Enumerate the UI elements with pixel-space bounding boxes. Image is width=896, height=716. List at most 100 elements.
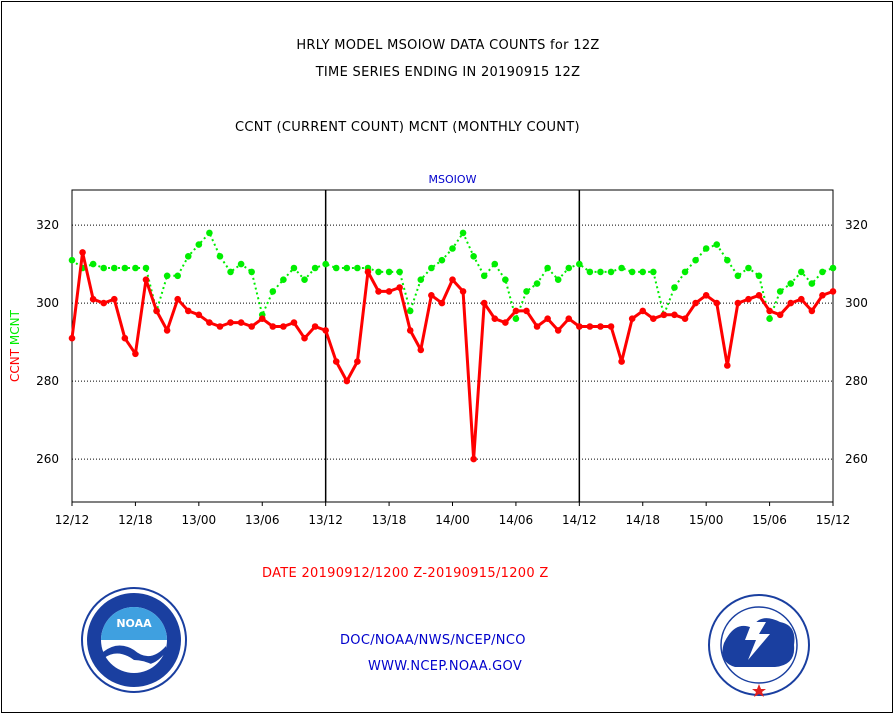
x-tick-label: 15/00 <box>689 513 724 527</box>
data-point-ccnt <box>628 315 636 323</box>
data-point-mcnt <box>280 276 287 284</box>
y-axis-label: CCNT MCNT <box>8 309 22 382</box>
data-point-ccnt <box>438 299 446 307</box>
data-point-ccnt <box>491 315 499 323</box>
data-point-mcnt <box>89 260 97 268</box>
data-point-mcnt <box>618 264 625 272</box>
data-point-mcnt <box>428 264 435 272</box>
data-point-ccnt <box>280 323 287 330</box>
data-point-mcnt <box>343 264 351 272</box>
data-point-ccnt <box>797 295 805 303</box>
data-point-ccnt <box>692 299 699 307</box>
data-point-ccnt <box>660 311 668 319</box>
data-point-mcnt <box>248 268 255 276</box>
data-point-ccnt <box>766 307 773 315</box>
x-tick-label: 12/12 <box>55 513 90 527</box>
data-point-ccnt <box>459 288 467 295</box>
data-point-mcnt <box>206 229 213 237</box>
data-point-mcnt <box>692 256 699 264</box>
data-point-mcnt <box>237 260 245 268</box>
data-point-mcnt <box>734 272 742 280</box>
data-point-mcnt <box>713 241 721 248</box>
data-point-ccnt <box>576 323 583 330</box>
data-point-ccnt <box>195 311 203 319</box>
data-point-mcnt <box>301 276 308 284</box>
data-point-mcnt <box>819 268 826 276</box>
y-tick-label-left: 300 <box>36 296 59 310</box>
data-point-ccnt <box>639 307 647 315</box>
data-point-ccnt <box>142 276 150 284</box>
data-point-ccnt <box>480 299 488 307</box>
data-point-mcnt <box>808 280 816 287</box>
data-point-mcnt <box>449 245 456 252</box>
data-point-ccnt <box>755 292 763 299</box>
data-point-ccnt <box>734 299 742 307</box>
data-point-ccnt <box>597 323 604 330</box>
x-tick-label: 13/12 <box>308 513 343 527</box>
data-point-mcnt <box>385 268 393 276</box>
data-point-ccnt <box>470 455 477 463</box>
data-point-ccnt <box>745 295 752 303</box>
data-point-ccnt <box>829 288 837 295</box>
data-point-ccnt <box>406 327 414 334</box>
data-point-mcnt <box>227 268 234 276</box>
data-point-ccnt <box>216 323 224 330</box>
y-tick-label-right: 260 <box>845 452 868 466</box>
data-point-mcnt <box>470 252 477 260</box>
data-point-mcnt <box>480 272 488 280</box>
data-point-ccnt <box>681 315 689 323</box>
nws-logo-icon <box>708 594 810 697</box>
data-point-mcnt <box>681 268 689 276</box>
footer-org-label: DOC/NOAA/NWS/NCEP/NCO <box>340 633 526 648</box>
data-point-mcnt <box>544 264 551 272</box>
x-tick-label: 12/18 <box>118 513 153 527</box>
data-point-mcnt <box>311 264 319 272</box>
plot-area <box>71 189 834 503</box>
noaa-logo-icon: NOAA <box>81 587 187 693</box>
data-point-mcnt <box>406 307 414 315</box>
chart-title-line2: TIME SERIES ENDING IN 20190915 12Z <box>315 65 581 80</box>
data-point-mcnt <box>184 252 192 260</box>
data-point-ccnt <box>702 292 710 299</box>
data-point-mcnt <box>776 288 784 295</box>
data-point-mcnt <box>829 264 837 272</box>
data-point-mcnt <box>597 268 604 276</box>
y-axis-label-part: CCNT <box>8 348 22 382</box>
data-point-ccnt <box>153 307 160 315</box>
x-tick-label: 14/18 <box>625 513 660 527</box>
data-point-mcnt <box>142 264 150 272</box>
y-tick-label-right: 300 <box>845 296 868 310</box>
x-tick-label: 15/12 <box>816 513 851 527</box>
y-tick-label-right: 280 <box>845 374 868 388</box>
data-point-mcnt <box>174 272 181 280</box>
data-point-ccnt <box>354 358 361 365</box>
data-point-ccnt <box>227 319 234 326</box>
data-point-ccnt <box>523 307 530 315</box>
data-point-ccnt <box>554 327 562 334</box>
svg-text:NOAA: NOAA <box>116 617 152 630</box>
data-point-mcnt <box>322 260 329 268</box>
data-point-ccnt <box>174 295 181 303</box>
data-point-ccnt <box>586 323 594 330</box>
data-point-ccnt <box>671 311 678 319</box>
data-point-mcnt <box>417 276 425 284</box>
data-point-mcnt <box>724 256 731 264</box>
data-point-ccnt <box>132 350 139 358</box>
data-point-mcnt <box>438 256 446 264</box>
chart-title-line1: HRLY MODEL MSOIOW DATA COUNTS for 12Z <box>296 38 600 53</box>
data-point-mcnt <box>755 272 763 280</box>
data-point-mcnt <box>100 264 108 272</box>
data-point-mcnt <box>554 276 562 284</box>
data-point-mcnt <box>163 272 171 280</box>
data-point-mcnt <box>787 280 795 287</box>
data-point-mcnt <box>512 315 520 323</box>
data-point-mcnt <box>375 268 382 276</box>
data-point-ccnt <box>184 307 192 315</box>
footer-url-link[interactable]: WWW.NCEP.NOAA.GOV <box>368 659 523 674</box>
data-point-ccnt <box>237 319 245 326</box>
y-tick-label-left: 280 <box>36 374 59 388</box>
x-tick-label: 13/06 <box>245 513 280 527</box>
data-point-mcnt <box>607 268 615 276</box>
x-tick-label: 14/00 <box>435 513 470 527</box>
